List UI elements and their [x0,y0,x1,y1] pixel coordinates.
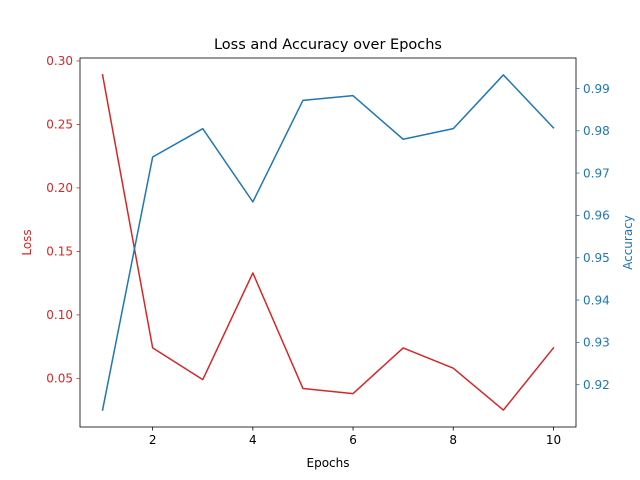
right-y-tick-label: 0.92 [583,378,610,392]
series-line-accuracy [101,74,555,411]
right-y-tick-label: 0.93 [583,336,610,350]
chart-title: Loss and Accuracy over Epochs [214,37,442,53]
right-y-tick-label: 0.96 [583,209,610,223]
left-y-tick-label: 0.10 [46,308,73,322]
x-axis-label: Epochs [307,456,350,470]
left-y-axis-label: Loss [20,229,34,255]
x-tick-label: 4 [249,433,257,447]
plot-frame [79,57,577,428]
left-y-axis-ticks: 0.05 0.10 0.15 0.20 0.25 0.30 [46,54,80,386]
right-y-axis-ticks: 0.92 0.93 0.94 0.95 0.96 0.97 0.98 0.99 [576,82,610,392]
left-y-tick-label: 0.20 [46,181,73,195]
right-y-axis-label: Accuracy [621,215,635,270]
right-y-tick-label: 0.99 [583,82,610,96]
x-tick-label: 6 [349,433,357,447]
left-y-tick-label: 0.15 [46,245,73,259]
left-y-tick-label: 0.25 [46,118,73,132]
series-lines [101,74,555,411]
left-y-tick-label: 0.30 [46,54,73,68]
x-tick-label: 2 [149,433,157,447]
x-tick-label: 8 [449,433,457,447]
series-line-loss [101,74,555,411]
left-y-tick-label: 0.05 [46,372,73,386]
right-y-tick-label: 0.98 [583,124,610,138]
right-y-tick-label: 0.95 [583,251,610,265]
x-axis-ticks: 2 4 6 8 10 [149,427,561,447]
right-y-tick-label: 0.94 [583,293,610,307]
x-tick-label: 10 [546,433,561,447]
right-y-tick-label: 0.97 [583,166,610,180]
